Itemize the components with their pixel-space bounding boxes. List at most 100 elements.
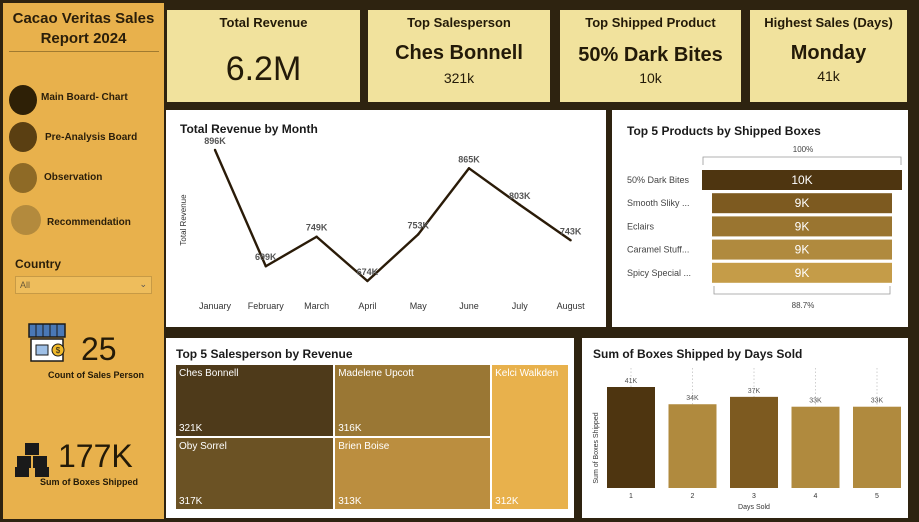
category-label: Spicy Special ... <box>627 268 691 278</box>
x-tick-label: January <box>199 301 232 311</box>
data-label: 9K <box>795 196 810 210</box>
tile-value: 321K <box>179 423 203 435</box>
day-bar <box>668 404 717 488</box>
x-tick-label: 1 <box>629 493 633 500</box>
boxes-caption: Sum of Boxes Shipped <box>40 477 139 487</box>
kpi-name: Monday <box>790 42 867 64</box>
x-tick-label: 5 <box>875 493 879 500</box>
data-label: 41K <box>625 378 638 385</box>
kpi-name: 50% Dark Bites <box>578 44 723 66</box>
svg-text:$: $ <box>56 346 61 355</box>
boxes-icon <box>15 443 49 477</box>
data-label: 33K <box>809 398 822 405</box>
observation-icon <box>9 163 37 193</box>
tile-value: 312K <box>495 496 519 507</box>
boxes-by-day-panel: Sum of Boxes Shipped by Days Sold Sum of… <box>582 338 908 518</box>
title-divider <box>9 51 159 52</box>
revenue-line <box>213 149 572 283</box>
product-bar <box>712 262 892 283</box>
kpi-title: Top Salesperson <box>407 15 511 30</box>
chevron-down-icon: ⌄ <box>139 279 147 289</box>
kpi-value: 321k <box>443 70 475 86</box>
data-label: 896K <box>204 136 226 146</box>
chart-title: Total Revenue by Month <box>180 122 318 136</box>
chart-title: Top 5 Products by Shipped Boxes <box>627 124 821 138</box>
tile-name: Kelci Walkden <box>495 368 559 379</box>
tile-value: 317K <box>179 495 203 507</box>
nav-pre-analysis[interactable]: Pre-Analysis Board <box>3 122 164 156</box>
x-tick-label: 2 <box>691 493 695 500</box>
revenue-point <box>264 265 267 268</box>
x-tick-label: February <box>248 301 285 311</box>
revenue-point <box>213 148 217 152</box>
recommendation-icon <box>11 205 41 235</box>
top-products-bar-chart: 100% 10K 50% Dark Bites 9K Smooth Sliky ... 9… <box>627 145 902 310</box>
day-bar <box>853 406 901 488</box>
x-tick-label: March <box>304 301 329 311</box>
chart-title: Sum of Boxes Shipped by Days Sold <box>593 347 803 361</box>
category-label: 50% Dark Bites <box>627 175 690 185</box>
sales-person-count: 25 <box>81 331 117 367</box>
revenue-point <box>366 279 369 283</box>
top-bracket <box>702 156 902 165</box>
revenue-by-month-panel: Total Revenue by Month Total Revenue 896… <box>166 110 606 327</box>
treemap-tile: Oby Sorrel 317K <box>175 437 335 510</box>
kpi-title: Total Revenue <box>219 15 308 30</box>
kpi-top-product: Top Shipped Product 50% Dark Bites 10k <box>560 10 741 102</box>
country-filter-label: Country <box>15 257 61 271</box>
nav-recommendation[interactable]: Recommendation <box>3 205 164 239</box>
data-label: 10K <box>791 173 812 187</box>
kpi-title: Highest Sales (Days) <box>764 15 893 30</box>
revenue-line-chart: Total Revenue 896K January 699K February 749… <box>179 136 586 311</box>
data-label: 33K <box>871 398 884 405</box>
tile-value: 313K <box>338 495 362 507</box>
revenue-point <box>518 203 521 207</box>
nav-main-board[interactable]: Main Board- Chart <box>3 85 164 119</box>
x-tick-label: April <box>358 301 376 311</box>
data-label: 34K <box>686 395 699 402</box>
data-label: 37K <box>748 388 761 395</box>
revenue-point <box>315 235 318 238</box>
tile-name: Madelene Upcott <box>338 368 414 379</box>
product-bar <box>712 193 892 214</box>
x-tick-label: 3 <box>752 493 756 500</box>
kpi-title: Top Shipped Product <box>585 15 716 30</box>
data-label: 9K <box>795 243 810 257</box>
kpi-name: Ches Bonnell <box>395 42 523 64</box>
revenue-point <box>467 167 471 170</box>
bottom-bracket <box>713 286 891 295</box>
kpi-top-salesperson: Top Salesperson Ches Bonnell 321k <box>368 10 550 102</box>
top-percent-label: 100% <box>793 145 813 154</box>
data-label: 674K <box>357 267 379 277</box>
x-tick-label: August <box>557 301 586 311</box>
x-tick-label: July <box>512 301 529 311</box>
data-label: 865K <box>458 154 480 164</box>
data-label: 743K <box>560 226 582 236</box>
pre-analysis-icon <box>9 122 37 152</box>
data-label: 803K <box>509 191 531 201</box>
main-board-icon <box>9 85 37 115</box>
product-bar <box>712 239 892 260</box>
salesperson-treemap: Ches Bonnell 321K Oby Sorrel 317K Madelene U… <box>175 364 569 510</box>
x-tick-label: June <box>459 301 479 311</box>
country-filter-dropdown[interactable]: All ⌄ <box>15 276 152 294</box>
treemap-tile: Brien Boise 313K <box>334 437 492 510</box>
chart-title: Top 5 Salesperson by Revenue <box>176 347 353 361</box>
x-axis-label: Days Sold <box>738 504 770 511</box>
category-label: Smooth Sliky ... <box>627 198 690 208</box>
revenue-point <box>417 233 420 236</box>
tile-value: 316K <box>338 423 362 435</box>
day-bar <box>730 396 778 488</box>
product-bar <box>712 216 892 237</box>
nav-observation[interactable]: Observation <box>3 163 164 197</box>
day-bar <box>607 387 655 488</box>
tile-name: Ches Bonnell <box>179 368 239 379</box>
x-tick-label: May <box>410 301 428 311</box>
data-label: 699K <box>255 252 277 262</box>
store-icon: $ <box>28 323 66 362</box>
treemap-tile: Ches Bonnell 321K <box>175 364 335 438</box>
treemap-tile: Madelene Upcott 316K <box>334 364 492 438</box>
top-salesperson-panel: Top 5 Salesperson by Revenue Ches Bonnel… <box>166 338 574 518</box>
tile-name: Brien Boise <box>338 441 390 453</box>
kpi-value: 10k <box>639 70 662 86</box>
